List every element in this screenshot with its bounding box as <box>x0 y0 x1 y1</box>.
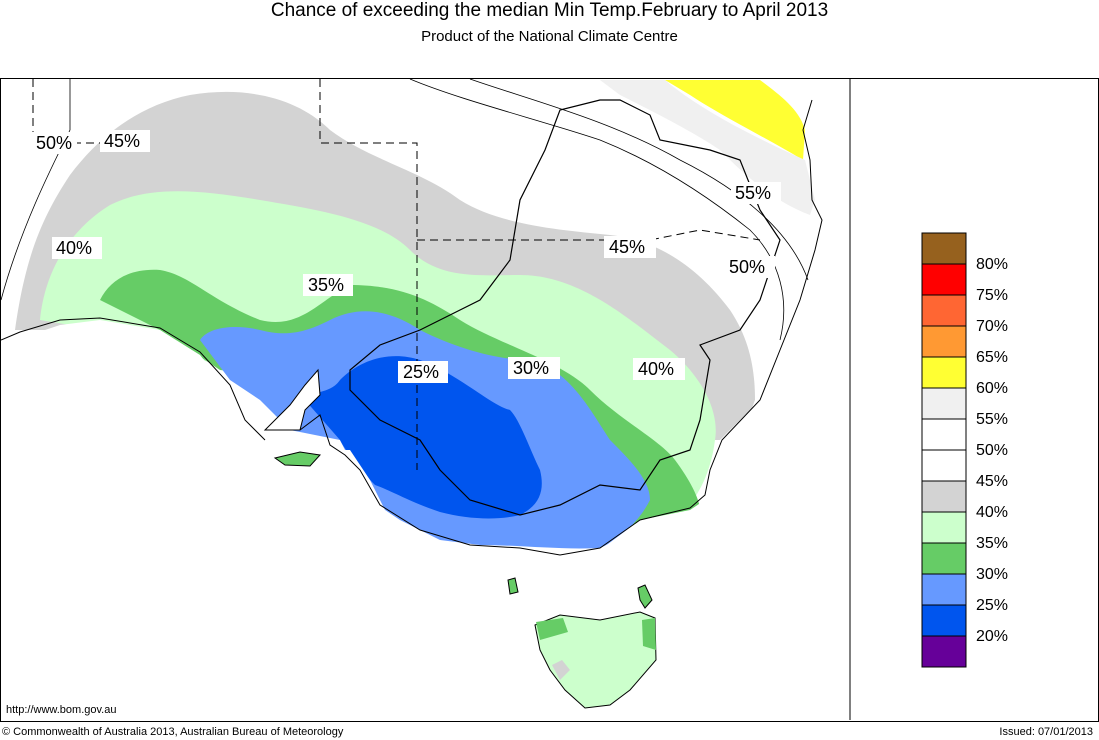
map-area <box>1 79 850 720</box>
legend-swatch <box>921 542 967 575</box>
legend-label: 50% <box>976 442 1008 459</box>
label-55: 55% <box>735 183 771 203</box>
tas-green-east-redraw <box>642 618 656 650</box>
zone-darkblue-25 <box>305 356 542 519</box>
legend-label: 60% <box>976 380 1008 397</box>
issued-date: Issued: 07/01/2013 <box>999 726 1093 738</box>
legend-label: 20% <box>976 628 1008 645</box>
state-border-qld-nsw <box>417 229 761 241</box>
label-45-east: 45% <box>609 237 645 257</box>
copyright-text: © Commonwealth of Australia 2013, Austra… <box>2 726 344 738</box>
legend-swatch <box>921 263 967 296</box>
legend-swatch <box>921 635 967 668</box>
legend-swatch <box>921 294 967 327</box>
label-30: 30% <box>513 358 549 378</box>
coastline <box>1 99 823 556</box>
legend-label: 25% <box>976 597 1008 614</box>
zone-tasmania-redraw <box>534 611 657 709</box>
king-island <box>507 577 519 595</box>
legend-swatch <box>921 511 967 544</box>
label-50-west: 50% <box>36 133 72 153</box>
legend-swatch <box>921 480 967 513</box>
label-50-east: 50% <box>729 257 765 277</box>
legend: 80% 75% 70% 65% 60% 55% 50% 45% 40% 35% 30% 25% 20% <box>921 232 1008 668</box>
source-url: http://www.bom.gov.au <box>6 704 117 716</box>
kangaroo-island <box>273 451 321 467</box>
map-title: Chance of exceeding the median Min Temp.… <box>270 0 829 21</box>
gulf-spencer <box>263 368 321 431</box>
label-25: 25% <box>403 362 439 382</box>
sea-south <box>1 220 850 720</box>
zone-lightgrey-55 <box>600 80 815 215</box>
legend-swatch <box>921 573 967 606</box>
map-labels: 50% 45% 40% 35% 25% 30% 40% 45% 50% 55% <box>31 130 781 383</box>
legend-label: 80% <box>976 256 1008 273</box>
label-35: 35% <box>308 275 344 295</box>
tas-grey <box>552 660 570 680</box>
label-45-nw: 45% <box>104 131 140 151</box>
legend-label: 55% <box>976 411 1008 428</box>
legend-label: 40% <box>976 504 1008 521</box>
legend-label: 65% <box>976 349 1008 366</box>
legend-swatch <box>921 418 967 451</box>
legend-label: 30% <box>976 566 1008 583</box>
label-40-east: 40% <box>638 359 674 379</box>
legend-label: 75% <box>976 287 1008 304</box>
tas-green-redraw <box>536 618 568 640</box>
legend-swatch <box>921 356 967 389</box>
state-border-sa <box>319 79 418 470</box>
legend-label: 35% <box>976 535 1008 552</box>
label-40-west: 40% <box>56 238 92 258</box>
legend-swatch <box>921 449 967 482</box>
zone-yellow-60 <box>665 80 805 160</box>
legend-swatch <box>921 325 967 358</box>
legend-swatch <box>921 232 967 265</box>
map-subtitle: Product of the National Climate Centre <box>421 28 678 45</box>
legend-swatch <box>921 604 967 637</box>
legend-swatch <box>921 387 967 420</box>
flinders-island <box>637 584 653 609</box>
legend-label: 70% <box>976 318 1008 335</box>
legend-label: 45% <box>976 473 1008 490</box>
